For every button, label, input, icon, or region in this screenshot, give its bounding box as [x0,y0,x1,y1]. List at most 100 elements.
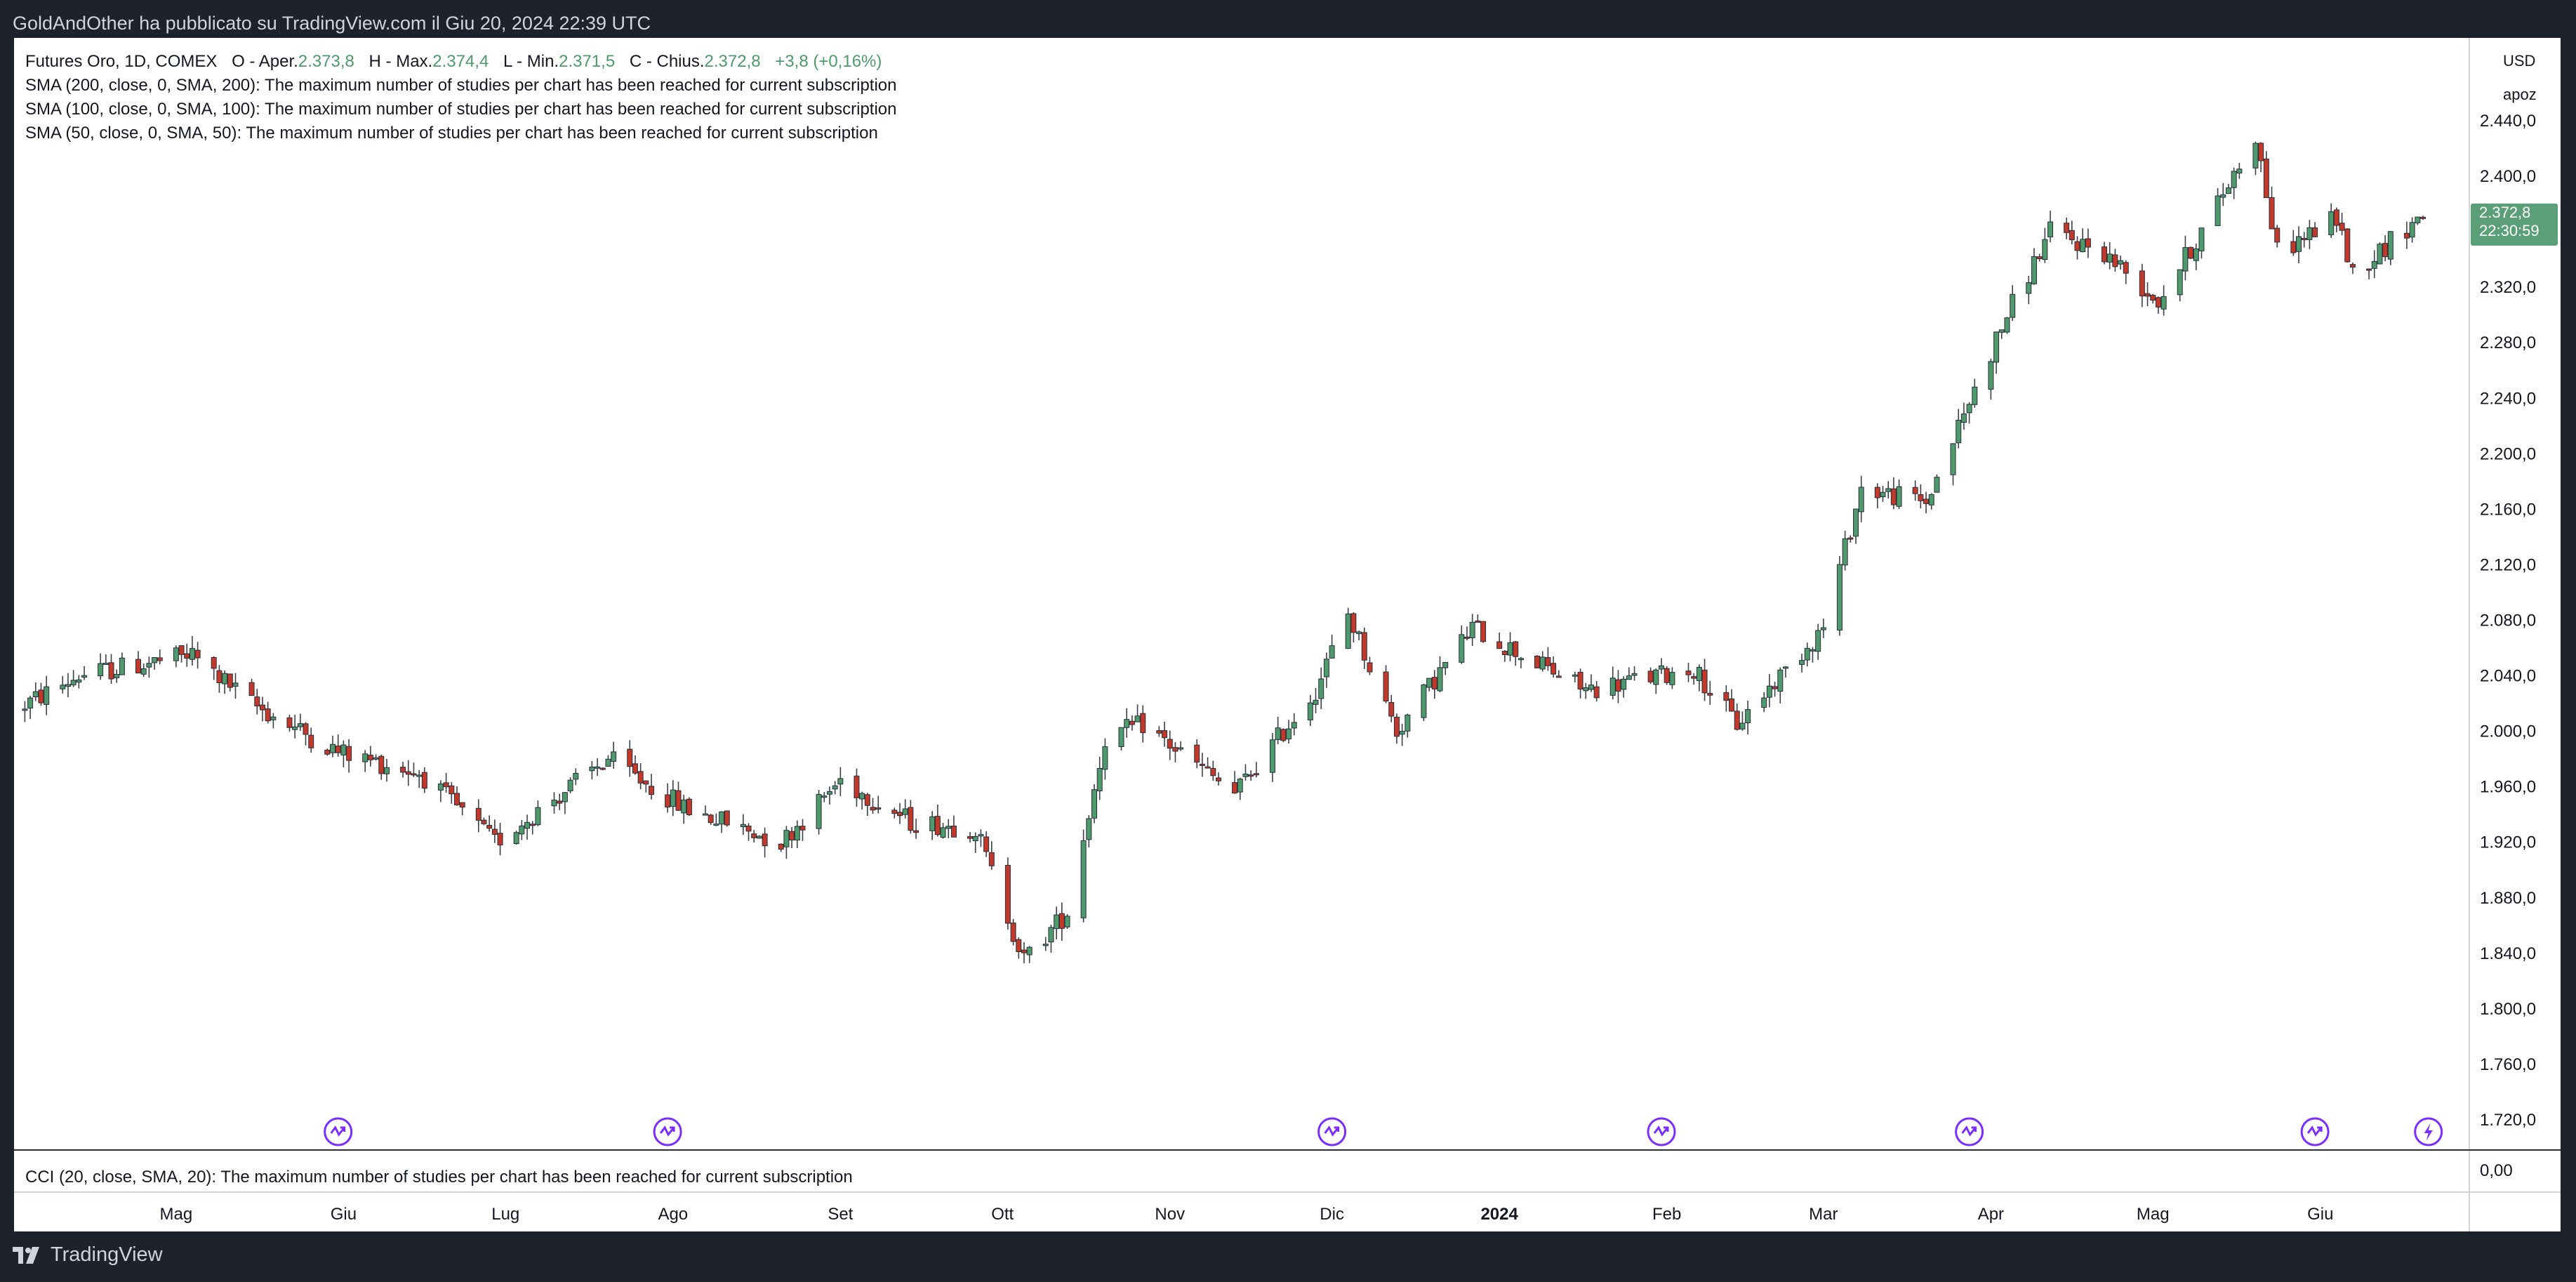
candle-body [1437,667,1443,692]
candle [1993,331,2000,374]
study-cci[interactable]: CCI (20, close, SMA, 20): The maximum nu… [25,1168,853,1187]
candle [2231,167,2237,199]
candle [1086,815,1092,847]
candle-body [373,757,379,760]
candle-body [529,824,536,826]
candle [411,762,417,777]
candle [1393,713,1400,744]
candle [286,714,293,732]
currency-label[interactable]: USD [2503,52,2535,70]
candle [1356,630,1362,640]
time-tick-label: Ago [658,1205,688,1224]
candle [1685,662,1692,682]
candle-body [2177,269,2183,296]
economic-event-icon[interactable] [1955,1117,1984,1146]
study-sma-50[interactable]: SMA (50, close, 0, SMA, 50): The maximum… [25,124,878,143]
candle [875,795,882,814]
candle-body [2301,237,2307,240]
candle [1593,681,1600,702]
candle [1998,329,2005,339]
candles-group [22,141,2426,964]
candle [184,643,190,667]
event-markers [324,1117,2443,1146]
tradingview-brand[interactable]: TradingView [13,1243,163,1267]
candle [1345,607,1351,649]
economic-event-icon[interactable] [1317,1117,1347,1146]
candle-body [1134,715,1141,722]
study-sma-100[interactable]: SMA (100, close, 0, SMA, 100): The maxim… [25,100,896,119]
candle [1134,704,1141,722]
candle [978,829,984,847]
candle [1572,671,1578,682]
candle [1054,906,1060,939]
candle [178,645,185,663]
candle [1463,626,1470,641]
candle-body [1950,443,1956,475]
candle-body [227,673,233,688]
candle [605,755,611,767]
candle [2409,217,2415,243]
candle [1858,475,1864,522]
candle-body [1729,699,1735,712]
time-tick-label: Mag [160,1205,193,1224]
candle [308,727,314,753]
candle-body [2382,243,2389,258]
publish-header: GoldAndOther ha pubblicato su TradingVie… [0,0,2576,38]
study-sma-200[interactable]: SMA (200, close, 0, SMA, 200): The maxim… [25,76,896,95]
candle [950,815,957,838]
candle [1723,685,1729,712]
economic-event-icon[interactable] [653,1117,682,1146]
economic-event-icon[interactable] [324,1117,353,1146]
candle-body [1086,818,1092,840]
candle [1350,612,1357,643]
candle [297,713,303,731]
candle-body [383,767,390,774]
candle [443,772,449,793]
chart-area[interactable]: 2.440,02.400,02.360,02.320,02.280,02.240… [0,38,2561,1231]
candlestick-chart[interactable]: 2.440,02.400,02.360,02.320,02.280,02.240… [0,38,2561,1231]
candle-body [2258,143,2264,161]
candle [1091,784,1098,824]
candle-body [1178,747,1184,750]
candle-body [719,811,725,825]
scale-mode-label[interactable]: apoz [2503,86,2537,103]
candle [2328,203,2335,238]
candle [1242,764,1249,781]
earnings-event-icon[interactable] [2414,1117,2443,1146]
candle-body [2004,317,2010,333]
candle [330,735,336,758]
candle [173,645,179,668]
candle-body [270,716,277,720]
candle-body [2150,294,2156,300]
candle [1799,654,1805,673]
candle [1475,614,1481,623]
economic-event-icon[interactable] [1647,1117,1676,1146]
candle-body [864,794,870,806]
candle [421,767,427,793]
candle-body [1664,668,1670,683]
candle-body [146,663,152,668]
candle-body [1647,670,1654,682]
candle-body [378,755,385,774]
candle [1329,634,1335,659]
candle-body [2069,230,2075,241]
candle [1810,647,1816,663]
candle-body [114,673,120,678]
candle [2371,250,2377,279]
candle-body [1572,674,1578,677]
candle [98,653,104,680]
candle-body [2080,239,2086,253]
time-tick-label: Dic [1320,1205,1344,1224]
candle [2085,228,2091,258]
candle [1647,667,1654,685]
candle-body [453,793,460,805]
economic-event-icon[interactable] [2300,1117,2330,1146]
candle-body [449,785,455,795]
candle-body [152,656,158,663]
candle [1934,474,1940,493]
candle-body [1280,729,1287,741]
candle-body [562,792,568,802]
candle [2312,222,2318,237]
candle-body [2215,195,2221,226]
candle [1555,670,1562,678]
